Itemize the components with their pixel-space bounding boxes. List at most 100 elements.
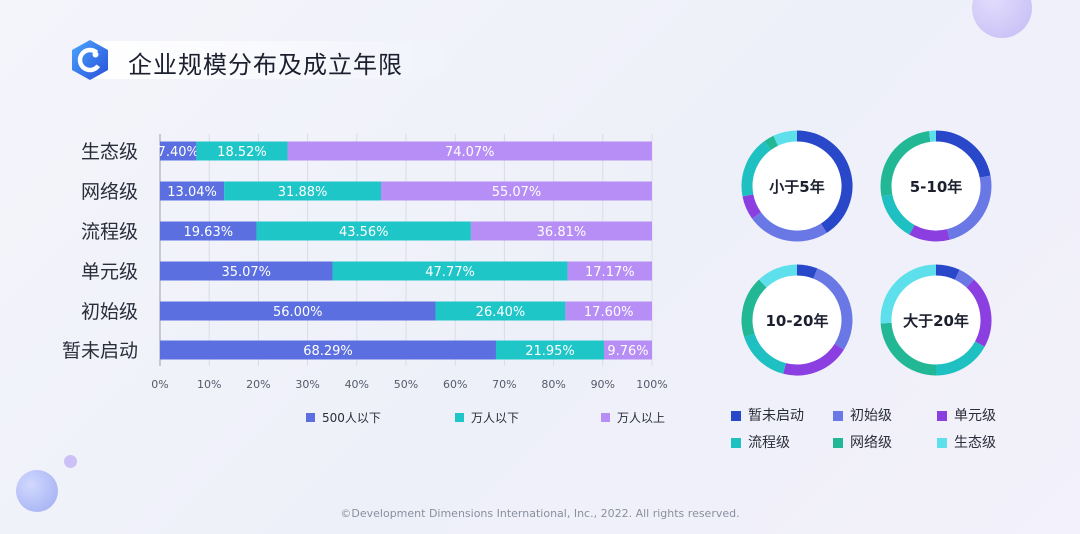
donut-legend-label: 初始级 bbox=[850, 407, 892, 424]
donut-segment bbox=[773, 130, 798, 146]
category-label: 暂未启动 bbox=[62, 340, 138, 362]
data-label: 17.17% bbox=[585, 265, 635, 280]
legend-label: 500人以下 bbox=[322, 411, 381, 425]
donut-segment bbox=[741, 279, 767, 338]
data-label: 74.07% bbox=[445, 145, 495, 160]
x-tick-label: 10% bbox=[197, 378, 221, 391]
donut-segment bbox=[935, 264, 960, 280]
bar-segment bbox=[470, 221, 652, 241]
donut-legend-swatch bbox=[731, 411, 741, 421]
bar-segment bbox=[160, 301, 436, 321]
donut-segment bbox=[881, 194, 915, 235]
donut-legend-swatch bbox=[937, 438, 947, 448]
x-tick-label: 100% bbox=[636, 378, 667, 391]
donut-segment bbox=[935, 341, 985, 376]
bar-segment bbox=[160, 340, 496, 360]
bar-segment bbox=[381, 181, 652, 201]
donut-segment bbox=[783, 343, 844, 376]
donut-segment bbox=[880, 130, 931, 197]
donut-segment bbox=[742, 194, 762, 219]
donut-segment bbox=[796, 264, 818, 279]
x-tick-label: 50% bbox=[394, 378, 418, 391]
x-tick-label: 90% bbox=[591, 378, 615, 391]
donut-segment bbox=[954, 269, 974, 288]
data-label: 43.56% bbox=[339, 225, 389, 240]
donut-segment bbox=[759, 264, 798, 288]
donut-legend-label: 生态级 bbox=[954, 435, 996, 451]
legend-swatch bbox=[306, 413, 315, 422]
donut-legend-label: 网络级 bbox=[850, 435, 892, 451]
data-label: 68.29% bbox=[303, 344, 353, 359]
bar-segment bbox=[287, 141, 652, 161]
bar-segment bbox=[224, 181, 382, 201]
bar-segment bbox=[332, 261, 568, 281]
data-label: 47.77% bbox=[425, 265, 475, 280]
donut-center-label: 10-20年 bbox=[766, 312, 829, 330]
stacked-bar-chart: 0% 10% 20% 30% 40% 50% 60% 70% 80% 90% 100% 生态级 7.40… bbox=[62, 134, 668, 425]
donut-segment bbox=[796, 130, 853, 233]
data-label: 7.40% bbox=[158, 145, 199, 160]
category-label: 单元级 bbox=[81, 261, 138, 283]
donut-background bbox=[883, 133, 989, 239]
donut-legend-label: 暂未启动 bbox=[748, 408, 804, 424]
category-label: 生态级 bbox=[81, 141, 138, 163]
donut-segment bbox=[741, 141, 772, 197]
donut-legend-label: 单元级 bbox=[954, 408, 996, 424]
data-label: 35.07% bbox=[221, 265, 271, 280]
donut-legend-label: 流程级 bbox=[748, 435, 790, 451]
bar-segment bbox=[495, 340, 604, 360]
category-label: 初始级 bbox=[81, 301, 138, 323]
x-tick-label: 80% bbox=[541, 378, 565, 391]
legend-swatch bbox=[455, 413, 464, 422]
donut-segment bbox=[744, 333, 787, 374]
donut-background bbox=[744, 267, 850, 373]
decorative-bubble-small bbox=[64, 455, 77, 468]
data-label: 31.88% bbox=[278, 185, 328, 200]
bar-segment bbox=[603, 340, 652, 360]
donut-segment bbox=[752, 211, 827, 242]
bar-segment bbox=[160, 181, 225, 201]
bar-segment bbox=[567, 261, 653, 281]
donut-segment bbox=[880, 264, 937, 324]
donut-segment bbox=[935, 130, 991, 178]
bar-segment bbox=[196, 141, 288, 161]
donut-center-label: 5-10年 bbox=[910, 178, 963, 196]
bar-segment bbox=[160, 221, 257, 241]
title-band bbox=[94, 41, 454, 79]
legend-swatch bbox=[601, 413, 610, 422]
donut-center-label: 大于20年 bbox=[903, 312, 969, 330]
bar-segment bbox=[565, 301, 652, 321]
donut-segment bbox=[764, 135, 779, 151]
title-banner: 企业规模分布及成立年限 bbox=[68, 38, 460, 82]
data-label: 19.63% bbox=[184, 225, 234, 240]
copyright-footer: ©Development Dimensions International, I… bbox=[340, 507, 740, 520]
x-tick-label: 40% bbox=[345, 378, 369, 391]
decorative-bubble-bottom-left bbox=[16, 470, 58, 512]
category-label: 流程级 bbox=[81, 221, 138, 243]
x-tick-label: 20% bbox=[246, 378, 270, 391]
bar-segment bbox=[256, 221, 471, 241]
donut-center-label: 小于5年 bbox=[769, 178, 824, 196]
donut-legend-swatch bbox=[833, 438, 843, 448]
data-label: 18.52% bbox=[217, 145, 267, 160]
x-tick-label: 0% bbox=[151, 378, 168, 391]
donut-segment bbox=[966, 279, 992, 347]
donut-background bbox=[883, 267, 989, 373]
x-tick-label: 60% bbox=[443, 378, 467, 391]
category-label: 网络级 bbox=[81, 181, 138, 203]
data-label: 55.07% bbox=[492, 185, 542, 200]
data-label: 9.76% bbox=[607, 344, 648, 359]
data-label: 13.04% bbox=[167, 185, 217, 200]
donut-legend-swatch bbox=[731, 438, 741, 448]
donut-segment bbox=[909, 224, 950, 242]
page-title: 企业规模分布及成立年限 bbox=[128, 51, 403, 79]
data-label: 26.40% bbox=[476, 305, 526, 320]
donut-background bbox=[744, 133, 850, 239]
donut-segment bbox=[813, 268, 853, 350]
donut-legend-swatch bbox=[833, 411, 843, 421]
x-tick-label: 70% bbox=[492, 378, 516, 391]
brand-logo-icon bbox=[72, 40, 108, 80]
x-tick-label: 30% bbox=[295, 378, 319, 391]
bar-segment bbox=[160, 141, 197, 161]
